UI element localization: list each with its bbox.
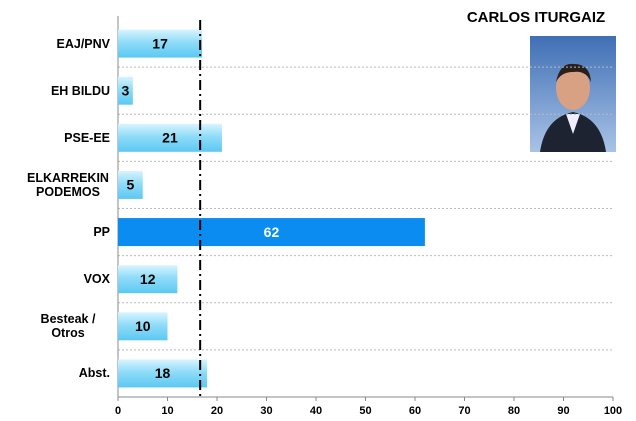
bar-value-label: 18 bbox=[155, 365, 171, 381]
category-label-box: Besteak / Otros bbox=[0, 306, 110, 346]
bar-value-label: 21 bbox=[162, 130, 178, 146]
category-label-box: VOX bbox=[0, 259, 110, 299]
bar-value-label: 12 bbox=[140, 271, 156, 287]
x-tick-label: 90 bbox=[557, 405, 569, 417]
bar-value-label: 10 bbox=[135, 318, 151, 334]
x-tick-label: 30 bbox=[260, 405, 272, 417]
portrait bbox=[530, 36, 616, 152]
y-tick-label: ELKARREKIN PODEMOS bbox=[27, 170, 109, 199]
bar-value-label: 62 bbox=[264, 224, 280, 240]
bar bbox=[118, 170, 143, 199]
bar bbox=[118, 218, 425, 247]
x-tick-label: 10 bbox=[161, 405, 173, 417]
bar bbox=[118, 265, 178, 294]
y-tick-label: VOX bbox=[83, 272, 110, 287]
category-label-box: PP bbox=[0, 212, 110, 252]
x-tick-label: 40 bbox=[310, 405, 322, 417]
y-tick-label: EAJ/PNV bbox=[56, 36, 111, 51]
y-tick-label: PSE-EE bbox=[64, 130, 110, 145]
bar bbox=[118, 123, 222, 152]
x-tick-label: 60 bbox=[409, 405, 421, 417]
bar bbox=[118, 29, 203, 58]
x-tick-label: 50 bbox=[359, 405, 371, 417]
y-tick-label: PP bbox=[93, 225, 110, 240]
bar-value-label: 17 bbox=[152, 35, 168, 51]
x-tick-label: 70 bbox=[458, 405, 470, 417]
bar bbox=[118, 359, 208, 388]
bar bbox=[118, 76, 133, 105]
bar bbox=[118, 312, 168, 341]
y-tick-label: EH BILDU bbox=[50, 83, 110, 98]
bar-value-label: 5 bbox=[126, 177, 134, 193]
chart-title: CARLOS ITURGAIZ bbox=[467, 9, 605, 26]
x-tick-label: 0 bbox=[115, 405, 121, 417]
y-tick-label: Abst. bbox=[78, 366, 110, 381]
x-tick-label: 100 bbox=[604, 405, 622, 417]
category-label-box: EAJ/PNV bbox=[0, 24, 111, 64]
x-tick-label: 80 bbox=[508, 405, 520, 417]
x-tick-label: 20 bbox=[211, 405, 223, 417]
y-tick-label: Besteak / Otros bbox=[40, 312, 96, 341]
category-label-box: PSE-EE bbox=[0, 118, 110, 158]
bar-value-label: 3 bbox=[122, 82, 130, 98]
category-label-box: EH BILDU bbox=[0, 71, 110, 111]
category-label-box: Abst. bbox=[0, 353, 110, 393]
category-label-box: ELKARREKIN PODEMOS bbox=[0, 165, 110, 205]
